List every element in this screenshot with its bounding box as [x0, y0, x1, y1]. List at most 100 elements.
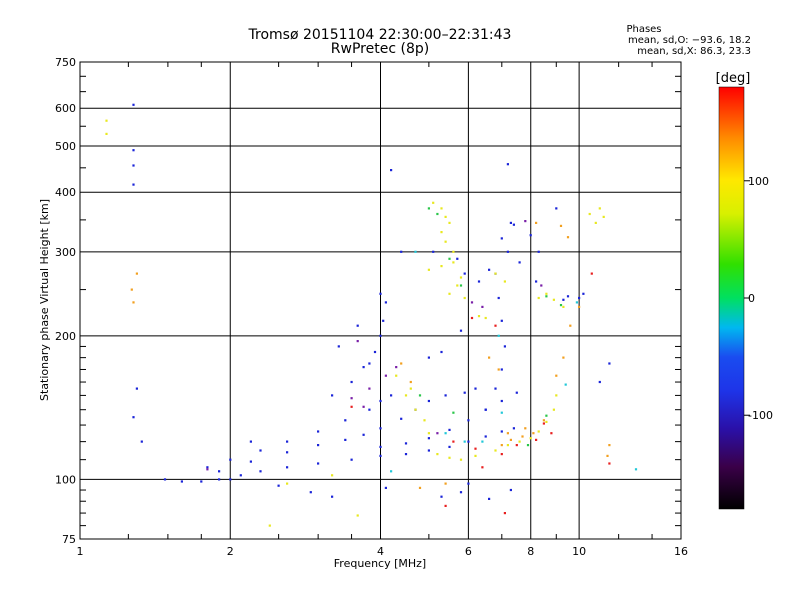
y-tick-label: 400 — [55, 186, 76, 199]
data-point — [440, 350, 443, 354]
x-tick-label: 4 — [377, 545, 384, 558]
data-point — [379, 427, 382, 430]
data-point — [379, 454, 382, 457]
data-point — [400, 250, 403, 253]
data-point — [400, 362, 403, 365]
x-tick-label: 10 — [572, 545, 586, 558]
data-point — [537, 296, 540, 300]
x-tick-label: 1 — [77, 545, 84, 558]
data-point — [569, 324, 572, 327]
data-point — [105, 119, 108, 122]
colorbar: [deg] 100 0 -100 — [716, 71, 773, 510]
data-point — [229, 458, 232, 461]
data-point — [521, 435, 524, 438]
y-tick-label: 500 — [55, 140, 76, 153]
data-point — [515, 391, 518, 394]
data-point — [331, 394, 334, 397]
data-point — [532, 432, 535, 435]
data-point — [395, 374, 398, 377]
data-point — [467, 440, 470, 443]
data-point — [470, 316, 474, 320]
data-point — [317, 462, 320, 465]
data-point — [286, 440, 289, 443]
data-point — [470, 301, 474, 304]
data-point — [481, 305, 484, 308]
data-point — [509, 221, 512, 224]
data-point — [537, 250, 540, 253]
chart-title-line2: RwPretec (8p) — [331, 41, 429, 57]
data-point — [529, 437, 532, 440]
data-point — [634, 468, 638, 471]
data-point — [448, 445, 451, 448]
data-point — [598, 380, 601, 384]
data-point — [506, 163, 509, 166]
data-point — [484, 408, 487, 411]
data-point — [500, 411, 503, 414]
data-point — [384, 301, 387, 304]
data-point — [542, 422, 545, 425]
data-point — [368, 408, 371, 411]
y-tick-label: 300 — [55, 246, 76, 259]
data-point — [404, 453, 408, 456]
data-point — [418, 486, 422, 489]
data-point — [524, 220, 527, 223]
data-point — [432, 250, 435, 253]
data-point — [488, 497, 491, 500]
data-point — [602, 215, 605, 218]
data-point — [555, 207, 558, 210]
data-point — [608, 462, 611, 465]
data-point — [373, 350, 377, 354]
data-point — [309, 491, 312, 494]
data-point — [344, 419, 347, 422]
data-point — [598, 207, 601, 210]
data-point — [512, 223, 515, 226]
data-point — [578, 296, 581, 300]
y-axis-label: Stationary phase Virtual Height [km] — [38, 199, 51, 401]
data-point — [467, 482, 470, 485]
data-point — [331, 495, 334, 498]
data-point — [562, 298, 565, 301]
colorbar-label: [deg] — [716, 71, 751, 86]
data-point — [448, 221, 451, 224]
data-point — [317, 430, 320, 433]
data-point — [384, 486, 387, 489]
colorbar-ticks: 100 0 -100 — [744, 175, 773, 422]
data-point — [545, 420, 548, 423]
data-point — [259, 470, 262, 473]
data-point — [452, 411, 455, 414]
data-point — [540, 284, 543, 287]
y-tick-label: 200 — [55, 330, 76, 343]
data-point — [440, 495, 443, 498]
data-point — [427, 356, 430, 359]
x-tick-label: 8 — [527, 545, 534, 558]
data-point — [350, 405, 353, 408]
data-point — [395, 366, 398, 369]
data-point — [526, 444, 530, 447]
data-point — [135, 272, 138, 275]
data-point — [444, 432, 447, 435]
data-point — [286, 466, 289, 469]
data-point — [239, 474, 242, 477]
x-tick-label: 6 — [465, 545, 472, 558]
data-point — [218, 470, 221, 473]
data-point — [535, 438, 538, 441]
data-point — [286, 451, 289, 454]
data-point — [390, 169, 393, 172]
data-point — [356, 514, 359, 517]
data-point — [448, 257, 451, 260]
data-point — [350, 397, 353, 400]
data-point — [566, 236, 570, 239]
data-point — [575, 301, 578, 304]
y-tick-label: 600 — [55, 102, 76, 115]
data-point — [459, 458, 463, 461]
y-tick-labels: 75 100 200 300 400 500 600 750 — [55, 56, 76, 546]
data-point — [477, 280, 481, 283]
data-point — [268, 524, 271, 527]
data-point — [494, 324, 497, 327]
data-point — [249, 460, 252, 463]
data-point — [542, 419, 545, 422]
data-point — [512, 427, 515, 430]
data-point — [135, 387, 138, 390]
data-point — [414, 250, 417, 253]
